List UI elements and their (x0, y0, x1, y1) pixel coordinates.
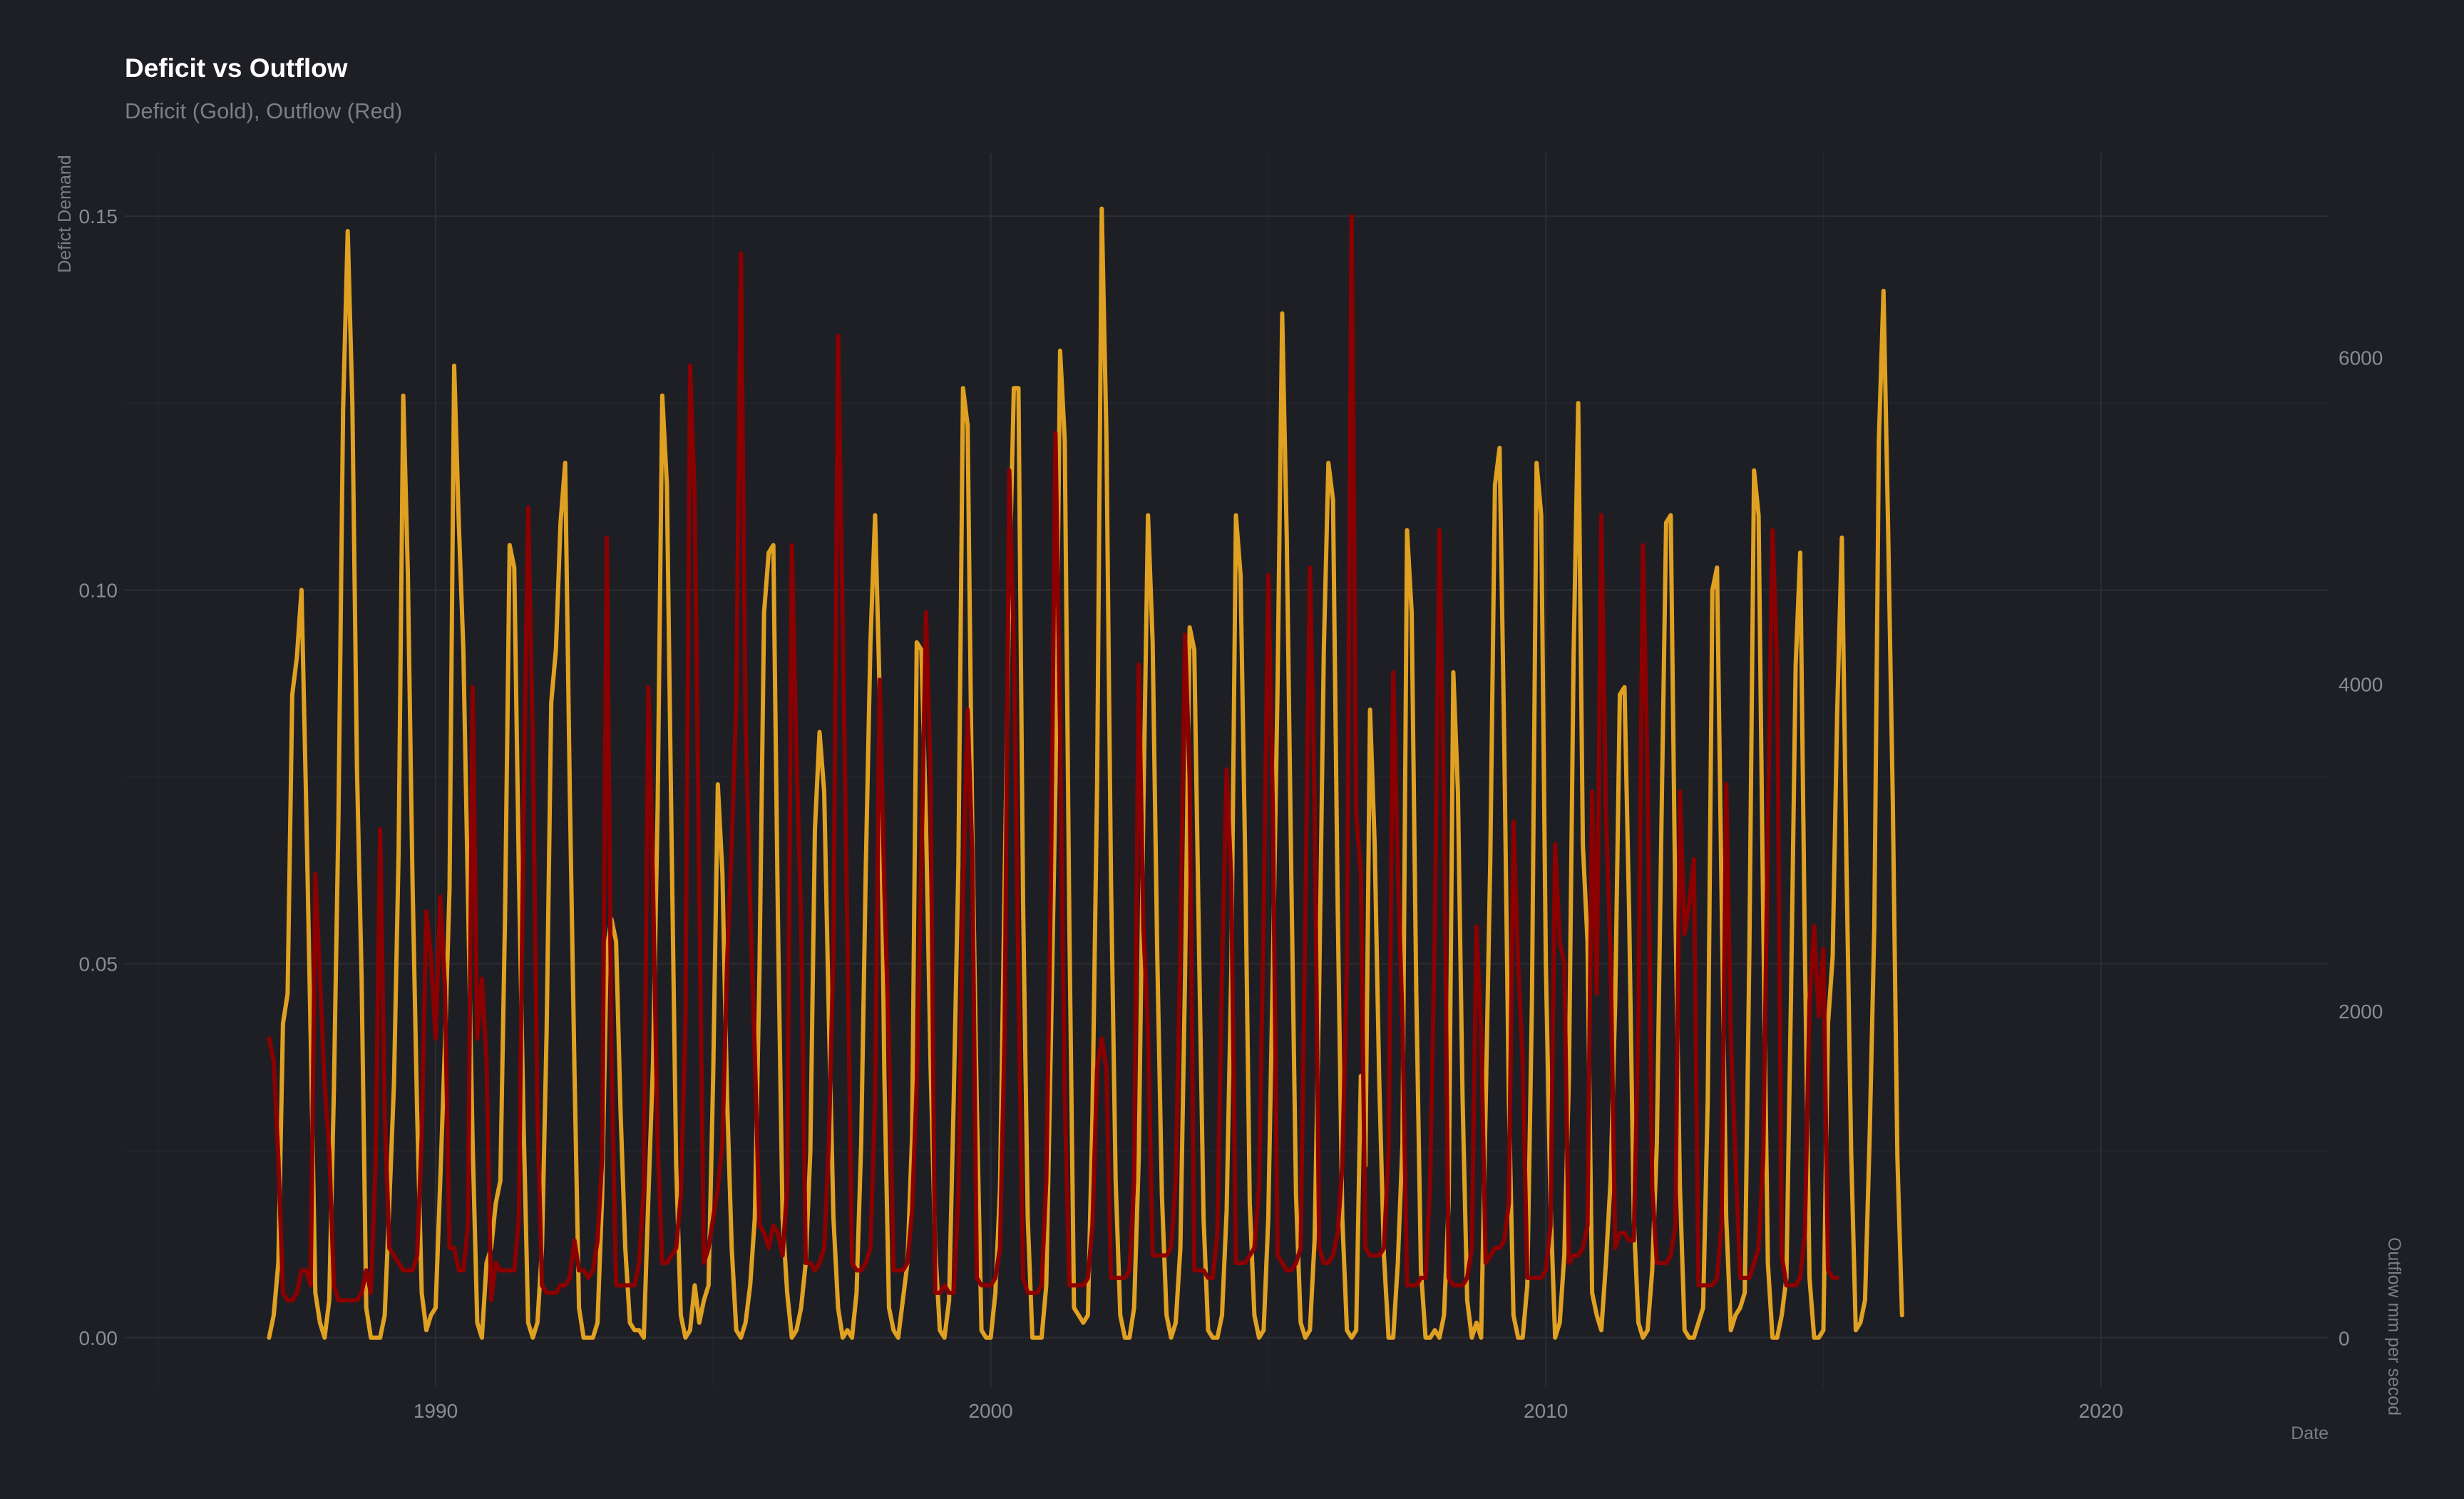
y-axis-right-title: Outflow mm per secod (2384, 1237, 2404, 1416)
chart-subtitle: Deficit (Gold), Outflow (Red) (125, 98, 402, 123)
x-tick-label: 1990 (414, 1400, 458, 1422)
y-left-tick-label: 0.15 (79, 205, 118, 227)
y-right-tick-label: 4000 (2339, 674, 2383, 696)
outflow-series-line (267, 214, 1839, 1303)
chart-title: Deficit vs Outflow (125, 53, 348, 83)
y-left-tick-label: 0.00 (79, 1327, 118, 1349)
tick-labels: 1990 2000 2010 2020 0.00 0.05 0.10 0.15 0 2000 400… (79, 205, 2383, 1422)
x-tick-label: 2020 (2079, 1400, 2123, 1422)
y-right-tick-label: 2000 (2339, 1001, 2383, 1023)
y-left-tick-label: 0.10 (79, 579, 118, 601)
y-right-tick-label: 0 (2339, 1327, 2350, 1349)
x-tick-label: 2010 (1524, 1400, 1568, 1422)
y-axis-left-title: Defict Demand (55, 155, 75, 272)
x-axis-title: Date (2291, 1423, 2329, 1443)
y-right-tick-label: 6000 (2339, 347, 2383, 369)
plot-area (267, 206, 1904, 1340)
x-tick-label: 2000 (968, 1400, 1012, 1422)
y-left-tick-label: 0.05 (79, 953, 118, 976)
